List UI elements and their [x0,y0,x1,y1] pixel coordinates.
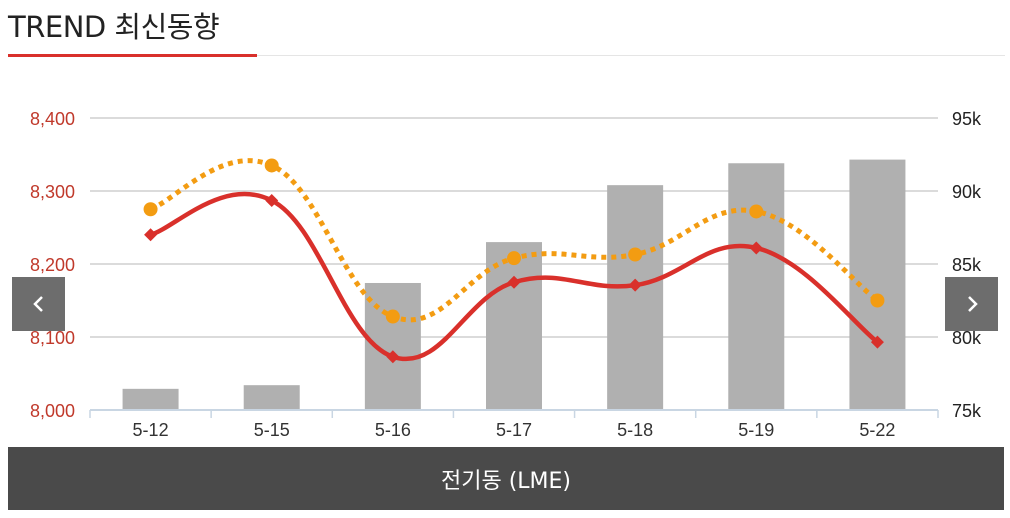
dotted-series-point [870,293,885,308]
solid-series-point [386,350,400,364]
left-axis-tick-label: 8,200 [30,255,75,275]
solid-series-point [749,241,763,255]
chevron-right-icon [967,296,978,312]
solid-series-point [628,278,642,292]
chevron-left-icon [32,296,43,312]
x-axis-tick-label: 5-18 [617,420,653,440]
x-axis-tick-label: 5-22 [859,420,895,440]
right-axis-tick-label: 75k [952,401,982,421]
right-axis-tick-label: 90k [952,182,982,202]
x-axis-tick-label: 5-17 [496,420,532,440]
next-button[interactable] [945,277,998,331]
x-axis-tick-label: 5-12 [133,420,169,440]
x-axis-tick-label: 5-16 [375,420,411,440]
x-axis-tick-label: 5-15 [254,420,290,440]
right-axis-tick-label: 95k [952,109,982,129]
footer-label: 전기동 (LME) [8,447,1004,510]
bar [607,185,664,410]
dotted-series-point [385,309,400,324]
title-underline [8,54,257,57]
dotted-series-point [264,158,279,173]
page-title: TREND 최신동향 [8,10,220,44]
solid-series-point [870,335,884,349]
solid-series-point [265,193,279,207]
right-axis-tick-label: 85k [952,255,982,275]
right-axis-tick-label: 80k [952,328,982,348]
solid-series-point [507,275,521,289]
bar [122,388,179,410]
dotted-series-point [628,247,643,262]
dotted-series-point [143,202,158,217]
left-axis-tick-label: 8,300 [30,182,75,202]
left-axis-tick-label: 8,400 [30,109,75,129]
left-axis-tick-label: 8,100 [30,328,75,348]
prev-button[interactable] [12,277,65,331]
bar [486,242,542,410]
dotted-series-point [507,251,521,266]
left-axis-tick-label: 8,000 [30,401,75,421]
title-divider [257,55,1005,56]
solid-series-point [144,228,158,242]
bar [728,163,785,410]
x-axis-tick-label: 5-19 [738,420,774,440]
dotted-series-point [749,204,764,219]
bar [243,385,300,410]
